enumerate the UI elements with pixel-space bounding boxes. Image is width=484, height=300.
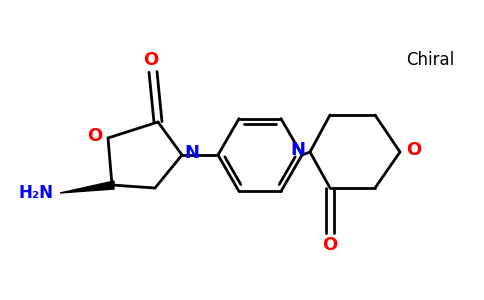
Text: O: O — [407, 141, 422, 159]
Text: Chiral: Chiral — [407, 51, 455, 69]
Text: O: O — [88, 127, 103, 145]
Polygon shape — [60, 181, 114, 193]
Text: N: N — [184, 144, 199, 162]
Text: O: O — [322, 236, 338, 254]
Text: O: O — [143, 51, 159, 69]
Text: N: N — [290, 141, 305, 159]
Text: H₂N: H₂N — [18, 184, 54, 202]
